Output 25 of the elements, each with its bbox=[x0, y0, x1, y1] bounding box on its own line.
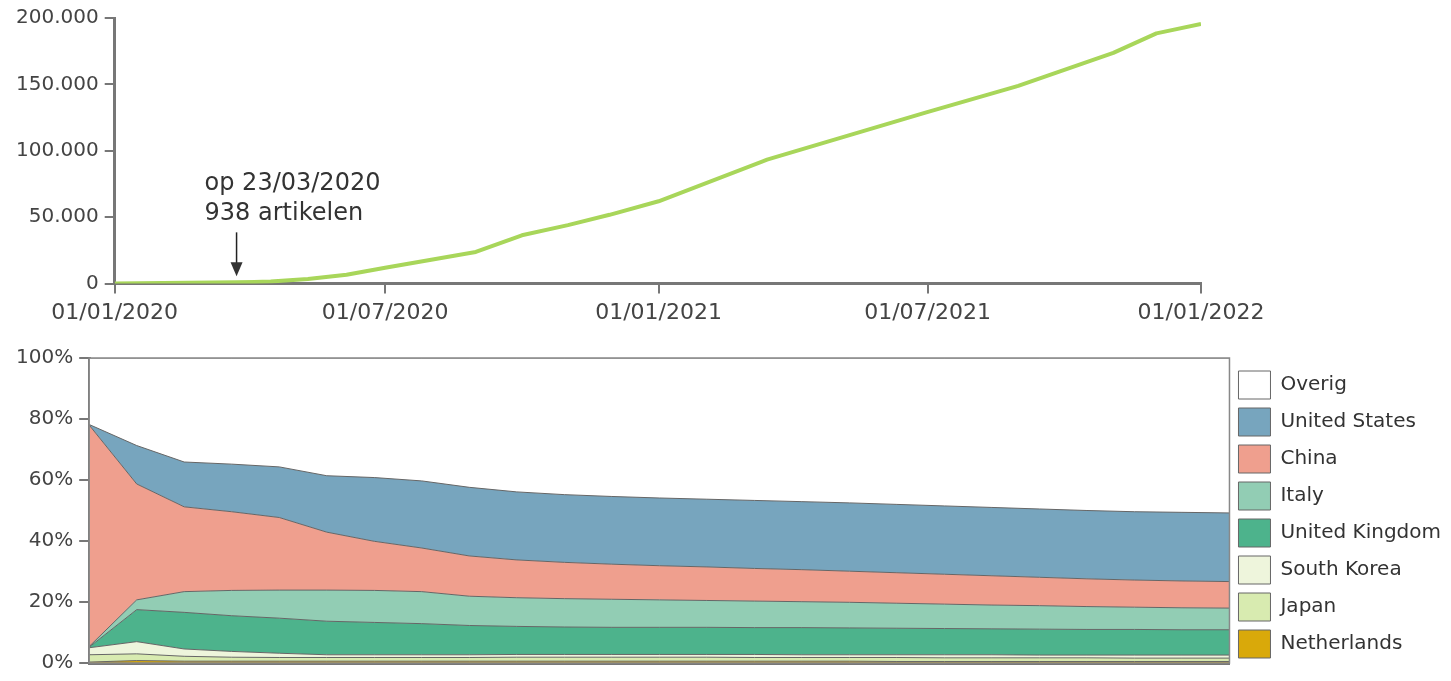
x-tick-label: 01/01/2021 bbox=[595, 298, 722, 324]
x-tick-label: 01/07/2020 bbox=[321, 298, 449, 324]
y-tick-label: 100% bbox=[15, 344, 74, 369]
x-tick-label: 01/07/2021 bbox=[864, 298, 991, 324]
y-tick-label: 200.000 bbox=[15, 4, 99, 29]
x-tick-label: 01/01/2022 bbox=[1137, 298, 1265, 324]
legend-label: Japan bbox=[1278, 593, 1337, 618]
legend-label: Netherlands bbox=[1280, 630, 1403, 655]
y-tick-label: 40% bbox=[28, 527, 74, 552]
y-tick-label: 150.000 bbox=[15, 70, 99, 95]
legend-label: Overig bbox=[1280, 371, 1347, 396]
y-tick-label: 100.000 bbox=[15, 137, 99, 161]
legend-label: United Kingdom bbox=[1280, 519, 1441, 544]
y-tick-label: 0 bbox=[85, 269, 99, 294]
legend-label: South Korea bbox=[1280, 556, 1402, 581]
legend-label: China bbox=[1280, 445, 1338, 470]
x-tick-label: 01/01/2020 bbox=[51, 298, 179, 324]
legend-label: United States bbox=[1280, 408, 1416, 433]
y-tick-label: 0% bbox=[41, 649, 74, 674]
y-tick-label: 50.000 bbox=[28, 203, 99, 228]
annotation: op 23/03/2020 938 artikelen bbox=[204, 168, 381, 227]
y-tick-label: 60% bbox=[28, 466, 74, 491]
y-tick-label: 80% bbox=[28, 405, 74, 430]
legend-label: Italy bbox=[1280, 482, 1325, 507]
y-tick-label: 20% bbox=[28, 588, 74, 613]
